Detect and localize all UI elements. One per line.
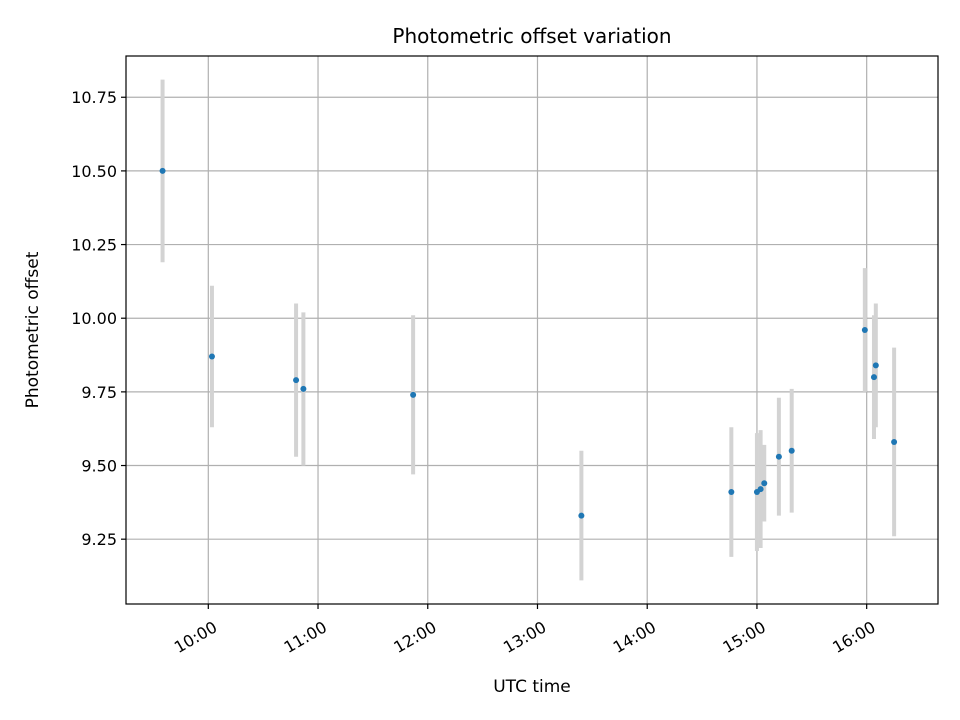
x-tick-label: 12:00 [390, 617, 439, 657]
error-bars [160, 79, 897, 581]
x-tick-label: 11:00 [281, 617, 330, 657]
data-point [761, 480, 768, 487]
y-tick-label: 10.25 [71, 236, 117, 255]
x-axis-label: UTC time [493, 677, 571, 697]
data-point [757, 486, 764, 493]
data-point [578, 512, 585, 519]
y-axis-label: Photometric offset [23, 251, 43, 408]
data-point [872, 362, 879, 369]
axis-ticks: 10:00 11:00 12:00 13:00 14:00 15:00 16:00 9.25 9… [71, 88, 878, 657]
plot-frame [125, 55, 939, 605]
x-tick-label: 16:00 [829, 617, 878, 657]
x-tick-label: 13:00 [500, 617, 549, 657]
data-point [728, 489, 735, 496]
y-tick-label: 9.75 [81, 383, 117, 402]
y-tick-label: 10.75 [71, 88, 117, 107]
grid [126, 56, 938, 604]
data-point [300, 385, 307, 392]
data-point [293, 377, 300, 384]
data-point [208, 353, 215, 360]
data-point [775, 453, 782, 460]
data-point [788, 447, 795, 454]
data-point [861, 327, 868, 333]
data-point [410, 391, 417, 398]
data-point [891, 438, 898, 445]
x-tick-label: 10:00 [171, 617, 220, 657]
y-tick-label: 10.50 [71, 162, 117, 181]
x-tick-label: 14:00 [610, 617, 659, 657]
y-tick-label: 10.00 [71, 309, 117, 328]
data-point [870, 374, 877, 381]
data-point [159, 167, 166, 174]
y-tick-label: 9.25 [81, 530, 117, 549]
chart-title: Photometric offset variation [392, 24, 671, 48]
data-points [159, 167, 898, 519]
x-tick-label: 15:00 [720, 617, 769, 657]
y-tick-label: 9.50 [81, 457, 117, 476]
